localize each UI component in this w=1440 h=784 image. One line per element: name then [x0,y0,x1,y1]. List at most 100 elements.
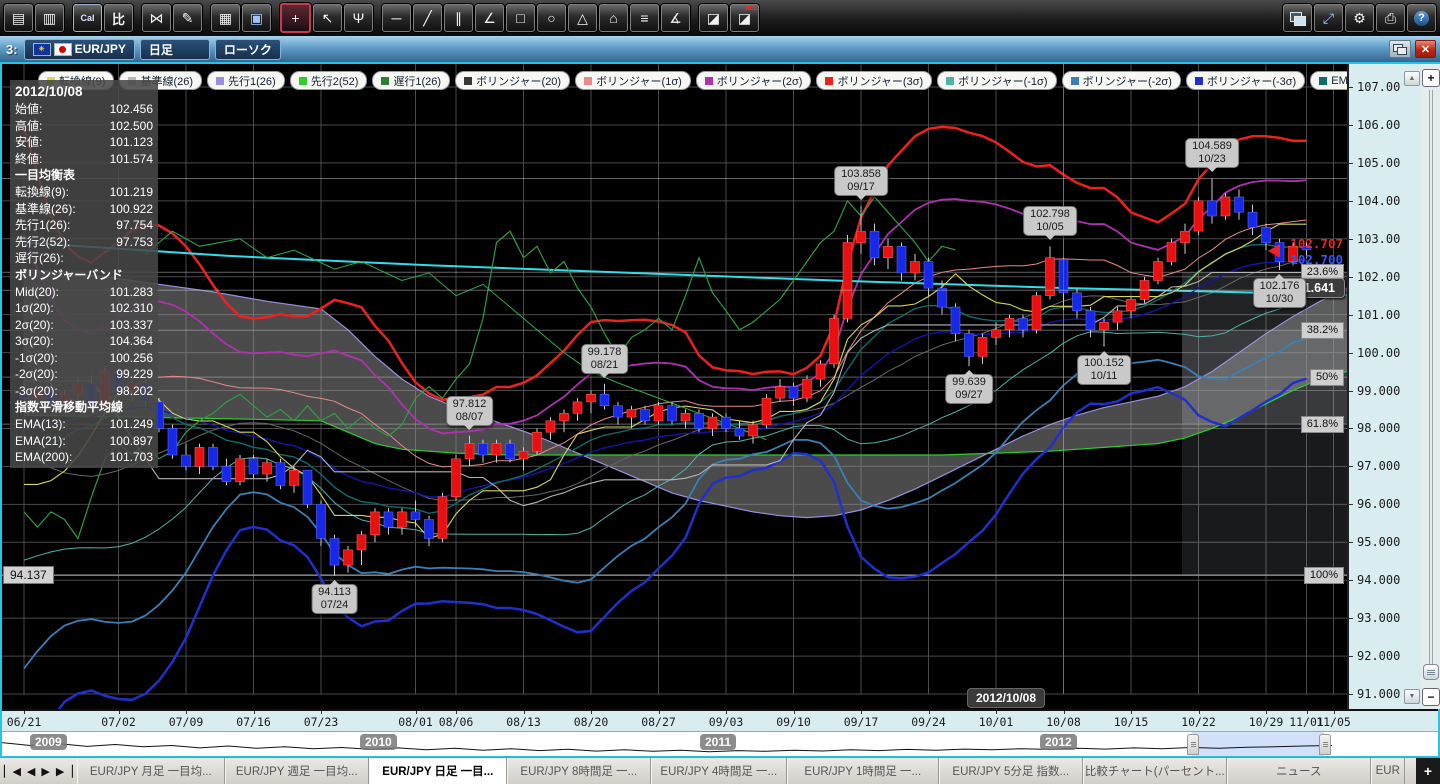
new-doc-icon[interactable]: ▥ [35,4,64,32]
navigator-selection[interactable] [1192,732,1324,756]
legend-item-9[interactable]: ボリンジャー(3σ) [816,71,933,90]
time-axis-tick [658,711,660,714]
legend-label: ボリンジャー(-1σ) [958,75,1048,88]
fibo-levels-icon[interactable]: ≡ [630,4,659,32]
chart-window-titlebar[interactable]: 3: ✳ EUR/JPY 日足 ローソク ✕ [0,36,1440,62]
legend-label: EMA(13) [1331,74,1347,87]
chart-tab-1[interactable]: EUR/JPY 月足 一目均... [76,758,225,784]
navigator-handle-right[interactable] [1319,734,1331,755]
axis-scroll-up-button[interactable]: ▲ [1404,71,1420,86]
legend-item-4[interactable]: 先行2(52) [289,71,368,90]
chart-canvas[interactable] [2,64,1347,709]
axis-scroll-down-button[interactable]: ▼ [1404,689,1420,704]
legend-item-12[interactable]: ボリンジャー(-3σ) [1185,71,1306,90]
compare-icon[interactable]: 比 [104,4,133,32]
v-scroll-track[interactable] [1429,90,1433,680]
price-axis-tick [1349,314,1353,316]
panel-settings-icon[interactable]: ▦ [211,4,240,32]
data-panel-value: 102.456 [109,102,153,116]
data-panel-row: EMA(13): 101.249 [15,416,153,433]
hand-tool-icon[interactable]: Ψ [344,4,373,32]
symbol-chip[interactable]: ✳ EUR/JPY [23,38,135,60]
timeframe-button[interactable]: 日足 [139,38,210,60]
crosshair-tool-icon[interactable]: + [280,3,311,33]
chart-tab-8[interactable]: 比較チャート(パーセント... [1082,758,1227,784]
parallel-lines-icon[interactable]: ∥ [444,4,473,32]
zoom-in-button[interactable]: + [1422,69,1440,87]
chart-tab-6[interactable]: EUR/JPY 1時間足 一... [786,758,939,784]
triangle-tool-icon[interactable]: △ [568,4,597,32]
calendar-icon[interactable]: Cal [73,4,102,32]
erase-all-icon[interactable]: ◪ ALL [730,4,759,32]
legend-item-3[interactable]: 先行1(26) [207,71,285,90]
time-axis-label: 06/21 [6,715,42,729]
data-panel-row: 先行1(26): 97.754 [15,217,153,234]
window-restore-button[interactable] [1389,40,1411,58]
rectangle-tool-icon[interactable]: □ [506,4,535,32]
angle-line-icon[interactable]: ∠ [475,4,504,32]
eraser-icon[interactable]: ◪ [699,4,728,32]
price-chart[interactable]: 転換線(9)基準線(26)先行1(26)先行2(52)遅行1(26)ボリンジャー… [2,64,1347,709]
legend-item-10[interactable]: ボリンジャー(-1σ) [937,71,1057,90]
price-axis-tick [1349,87,1353,88]
cursor-tool-icon[interactable]: ↖ [313,4,342,32]
time-axis-tick [591,711,592,714]
history-navigator[interactable]: 2009 2010 2011 2012 [2,731,1438,756]
chart-scroll-column[interactable]: + − [1421,64,1440,709]
chart-style-button[interactable]: ローソク [214,38,281,60]
navigator-handle-left[interactable] [1187,734,1199,755]
save-icon[interactable]: ▣ [242,4,271,32]
help-icon[interactable]: ? [1407,4,1436,32]
print-icon[interactable]: ⎙ [1376,4,1405,32]
toolbar-right-icons: ⤢ ⚙ ⎙? [1279,4,1440,32]
ellipse-tool-icon[interactable]: ○ [537,4,566,32]
node-tool-icon[interactable]: ⋈ [142,4,171,32]
data-panel-label: 2σ(20): [15,317,54,332]
zoom-out-button[interactable]: − [1422,688,1440,706]
data-panel-label: -2σ(20): [15,367,58,381]
trendline-tool-icon[interactable]: ╱ [413,4,442,32]
legend-item-8[interactable]: ボリンジャー(2σ) [695,71,812,90]
data-panel-label: -3σ(20): [15,383,58,398]
legend-item-7[interactable]: ボリンジャー(1σ) [575,71,691,90]
time-axis-label: 10/08 [1046,715,1081,729]
time-axis-label: 08/13 [506,715,541,729]
chart-tab-2[interactable]: EUR/JPY 週足 一目均... [224,758,369,784]
legend-item-6[interactable]: ボリンジャー(20) [455,71,571,90]
navigator-year-2009: 2009 [30,734,67,750]
tab-scroll-next-button[interactable]: ▶ [41,765,50,778]
time-axis[interactable]: 06/21 07/02 07/09 07/16 07/23 08/01 08/06 08/13… [2,709,1438,733]
price-axis-tick [1349,656,1353,658]
expand-icon[interactable]: ⤢ [1314,4,1343,32]
v-scroll-thumb[interactable] [1423,664,1439,680]
callout-price: 99.639 [952,376,986,389]
list-icon[interactable]: ▤ [4,4,33,32]
chart-tab-3[interactable]: EUR/JPY 日足 一目... [368,758,507,784]
time-axis-label: 11/05 [1316,715,1351,729]
chart-tab-4[interactable]: EUR/JPY 8時間足 一... [506,758,651,784]
toolbar-left-icons: ▤ ▥ Cal 比 ⋈ ✎ ▦ ▣ + ↖ Ψ ─ ╱ ∥ ∠ □ ○ △ ⌂ ≡ ∡ ◪ ◪ ALL [0,3,770,33]
hline-tool-icon[interactable]: ─ [382,4,411,32]
legend-item-11[interactable]: ボリンジャー(-2σ) [1061,71,1181,90]
tab-scroll-last-button[interactable]: ▶▕ [55,765,73,778]
polygon-tool-icon[interactable]: ⌂ [599,4,628,32]
add-tab-button[interactable]: + [1416,758,1440,784]
chart-tab-5[interactable]: EUR/JPY 4時間足 一... [650,758,787,784]
window-close-button[interactable]: ✕ [1415,40,1436,58]
tab-scroll-first-button[interactable]: ▏◀ [4,765,21,778]
legend-item-13[interactable]: EMA(13) [1310,71,1347,90]
fan-lines-icon[interactable]: ∡ [661,4,690,32]
cascade-windows-icon[interactable] [1283,4,1312,32]
legend-swatch [464,76,473,85]
time-axis-label: 09/17 [843,715,879,729]
chart-tab-7[interactable]: EUR/JPY 5分足 指数... [938,758,1083,784]
chart-tab-10[interactable]: EUR [1370,758,1405,784]
pencil-icon[interactable]: ✎ [173,4,202,32]
time-axis-tick [928,711,930,714]
chart-tab-9[interactable]: ニュース [1226,758,1371,784]
tab-scroll-prev-button[interactable]: ◀ [26,765,36,778]
legend-item-5[interactable]: 遅行1(26) [372,71,451,90]
settings-gear-icon[interactable]: ⚙ [1345,4,1374,32]
price-axis[interactable]: 107.00 106.00 105.00 104.00 103.00 102.00 101.… [1347,64,1423,709]
data-panel-value: 102.500 [109,118,153,133]
